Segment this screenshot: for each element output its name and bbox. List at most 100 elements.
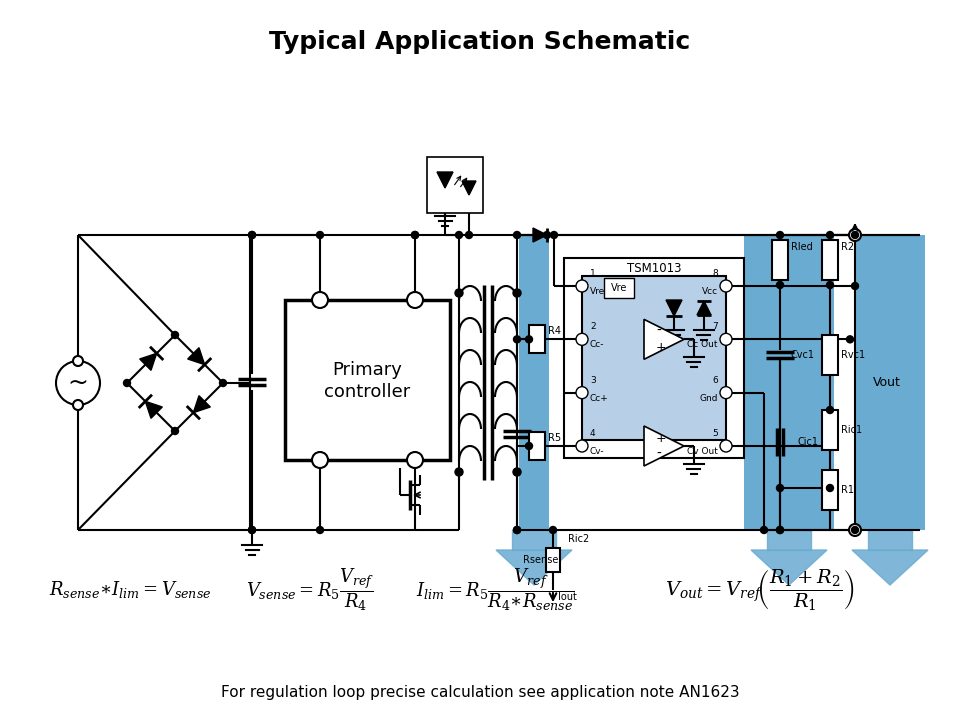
Circle shape: [317, 526, 324, 534]
Text: R1: R1: [841, 485, 854, 495]
Circle shape: [312, 452, 328, 468]
Circle shape: [550, 232, 558, 238]
Polygon shape: [193, 396, 210, 413]
Circle shape: [777, 526, 783, 534]
Circle shape: [847, 336, 853, 343]
Circle shape: [412, 232, 419, 238]
Polygon shape: [644, 320, 684, 359]
Text: $V_{sense}=R_5\dfrac{V_{ref}}{R_4}$: $V_{sense}=R_5\dfrac{V_{ref}}{R_4}$: [246, 567, 374, 613]
Polygon shape: [868, 530, 912, 550]
Polygon shape: [767, 530, 811, 550]
Circle shape: [513, 289, 521, 297]
Circle shape: [407, 452, 423, 468]
Text: -: -: [656, 447, 660, 461]
Polygon shape: [188, 348, 204, 364]
Text: Vre: Vre: [611, 283, 627, 293]
Text: $R_{sense}{\ast}I_{lim}=V_{sense}$: $R_{sense}{\ast}I_{lim}=V_{sense}$: [49, 580, 211, 600]
Bar: [529, 325, 545, 354]
Circle shape: [576, 440, 588, 452]
Text: Cc Out: Cc Out: [687, 341, 718, 349]
Circle shape: [720, 333, 732, 346]
Bar: [604, 278, 634, 298]
Text: $V_{out}=V_{ref}\!\left(\dfrac{R_1+R_2}{R_1}\right)$: $V_{out}=V_{ref}\!\left(\dfrac{R_1+R_2}{…: [665, 567, 854, 613]
Circle shape: [827, 407, 833, 413]
Circle shape: [172, 331, 179, 338]
Polygon shape: [145, 401, 162, 418]
Bar: [855, 235, 925, 530]
Text: 3: 3: [590, 376, 596, 384]
Text: 6: 6: [712, 376, 718, 384]
Text: 2: 2: [590, 323, 595, 331]
Circle shape: [525, 443, 533, 449]
Circle shape: [852, 526, 858, 534]
Text: Iout: Iout: [558, 592, 577, 602]
Circle shape: [466, 232, 472, 238]
Bar: [822, 470, 838, 510]
Text: Cc+: Cc+: [590, 394, 609, 402]
Circle shape: [312, 292, 328, 308]
Circle shape: [455, 289, 463, 297]
Circle shape: [514, 336, 520, 343]
Circle shape: [760, 526, 767, 534]
Circle shape: [455, 468, 463, 476]
Polygon shape: [644, 426, 684, 466]
Text: -: -: [656, 324, 660, 338]
Text: Rled: Rled: [791, 242, 813, 252]
Text: R2: R2: [841, 242, 854, 252]
Bar: [546, 548, 560, 572]
Circle shape: [849, 229, 861, 241]
Polygon shape: [751, 550, 827, 585]
Text: 1: 1: [590, 269, 596, 278]
Circle shape: [576, 387, 588, 399]
Circle shape: [827, 485, 833, 492]
Polygon shape: [512, 530, 556, 550]
Text: Primary: Primary: [332, 361, 402, 379]
Circle shape: [73, 356, 83, 366]
Polygon shape: [437, 172, 453, 188]
Circle shape: [525, 336, 533, 343]
Circle shape: [317, 232, 324, 238]
Circle shape: [513, 468, 521, 476]
Circle shape: [777, 232, 783, 238]
Circle shape: [56, 361, 100, 405]
Bar: [285, 300, 450, 460]
Circle shape: [249, 232, 255, 238]
Circle shape: [849, 524, 861, 536]
Bar: [822, 410, 838, 450]
Polygon shape: [666, 300, 682, 316]
Bar: [564, 258, 744, 458]
Polygon shape: [852, 550, 928, 585]
Text: R5: R5: [548, 433, 562, 443]
Bar: [427, 157, 483, 213]
Bar: [822, 335, 838, 375]
Text: +: +: [656, 431, 666, 444]
Text: Cc-: Cc-: [590, 341, 605, 349]
Circle shape: [576, 333, 588, 346]
Circle shape: [412, 232, 419, 238]
Text: controller: controller: [324, 383, 411, 401]
Circle shape: [777, 282, 783, 289]
Bar: [772, 240, 788, 280]
Text: Ric1: Ric1: [841, 425, 862, 435]
Text: 4: 4: [590, 429, 595, 438]
Text: Rsense: Rsense: [523, 555, 559, 565]
Text: ~: ~: [67, 371, 88, 395]
Circle shape: [549, 526, 557, 534]
Polygon shape: [140, 354, 156, 370]
Text: R4: R4: [548, 326, 561, 336]
Bar: [822, 240, 838, 280]
Text: Typical Application Schematic: Typical Application Schematic: [270, 30, 690, 54]
Text: Vre: Vre: [590, 287, 605, 296]
Text: Cv-: Cv-: [590, 447, 605, 456]
Circle shape: [407, 292, 423, 308]
Circle shape: [720, 387, 732, 399]
Text: 5: 5: [712, 429, 718, 438]
Bar: [582, 276, 726, 440]
Text: Rvc1: Rvc1: [841, 350, 865, 360]
Circle shape: [124, 379, 131, 387]
Circle shape: [576, 280, 588, 292]
Text: Vcc: Vcc: [702, 287, 718, 296]
Text: For regulation loop precise calculation see application note AN1623: For regulation loop precise calculation …: [221, 685, 739, 700]
Circle shape: [852, 232, 858, 238]
Text: TSM1013: TSM1013: [627, 261, 682, 274]
